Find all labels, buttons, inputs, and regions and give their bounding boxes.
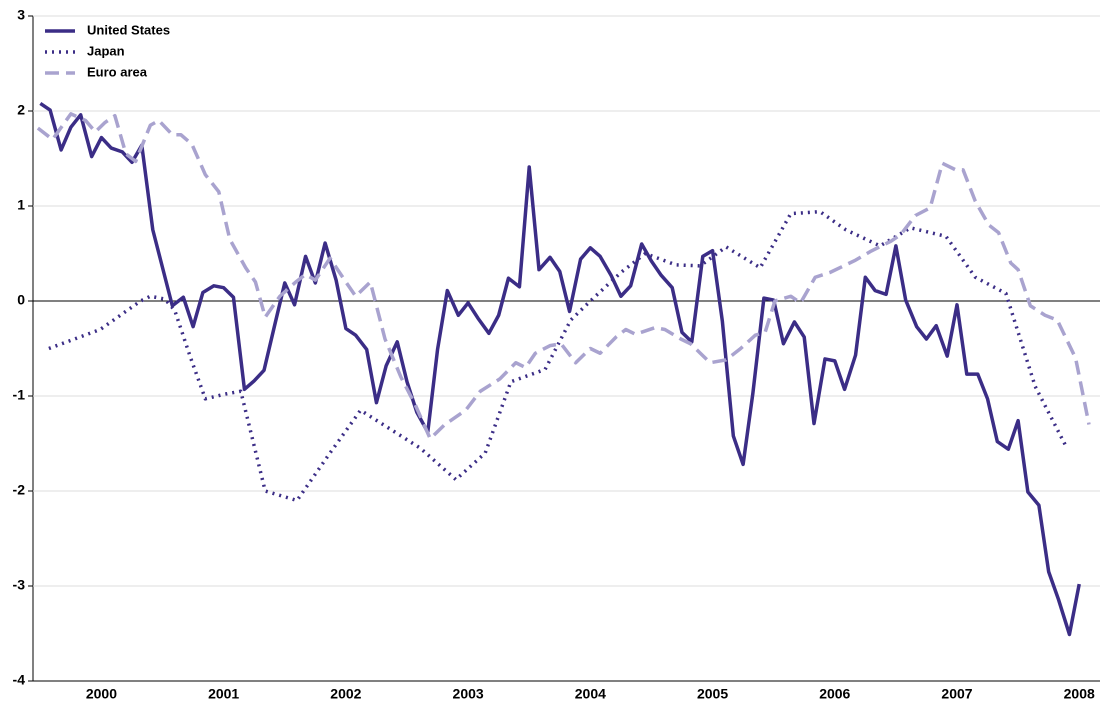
- series-line: [48, 209, 1069, 503]
- x-tick-label: 2003: [453, 686, 484, 702]
- y-tick-label: 0: [17, 292, 25, 308]
- legend-label: Euro area: [87, 64, 148, 79]
- y-tick-label: -4: [13, 672, 26, 688]
- y-tick-label: -2: [13, 482, 26, 498]
- x-tick-label: 2005: [697, 686, 728, 702]
- y-tick-label: 2: [17, 102, 25, 118]
- x-tick-label: 2007: [941, 686, 972, 702]
- legend-label: United States: [87, 22, 170, 37]
- x-tick-label: 2006: [819, 686, 850, 702]
- x-tick-label: 2004: [575, 686, 606, 702]
- x-tick-label: 2000: [86, 686, 117, 702]
- y-tick-label: 1: [17, 197, 25, 213]
- legend-label: Japan: [87, 43, 125, 58]
- y-tick-label: 3: [17, 7, 25, 23]
- y-tick-label: -1: [13, 387, 26, 403]
- series-line: [39, 101, 1081, 637]
- x-tick-label: 2008: [1064, 686, 1095, 702]
- y-tick-label: -3: [13, 577, 26, 593]
- x-tick-label: 2001: [208, 686, 239, 702]
- series-line: [36, 112, 1091, 441]
- x-tick-label: 2002: [330, 686, 361, 702]
